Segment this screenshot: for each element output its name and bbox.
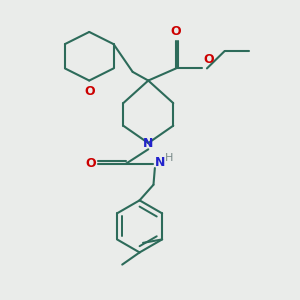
Text: N: N [143,136,154,150]
Text: O: O [86,158,96,170]
Text: O: O [84,85,94,98]
Text: O: O [203,53,214,66]
Text: H: H [165,153,173,163]
Text: O: O [171,25,182,38]
Text: N: N [155,156,165,169]
